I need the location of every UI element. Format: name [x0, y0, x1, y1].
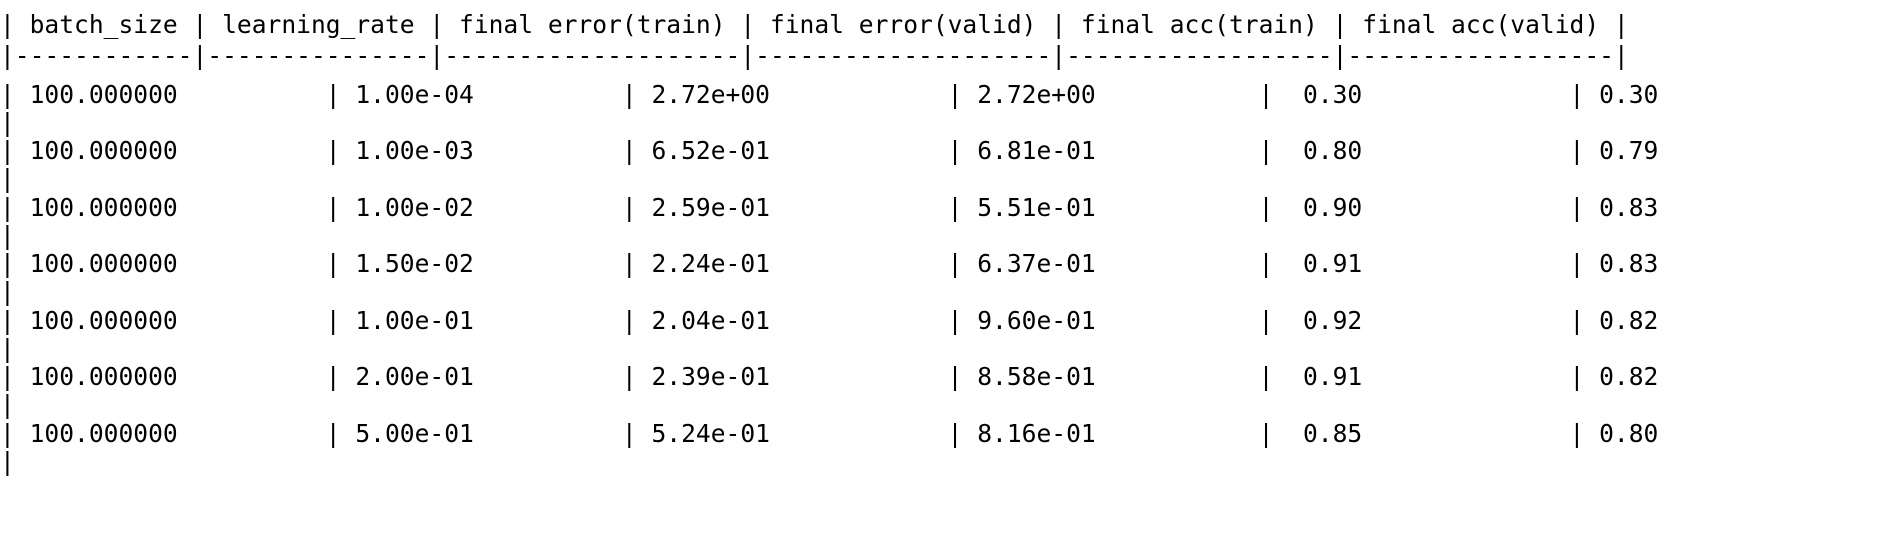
table-row: | 100.000000 | 1.00e-04 | 2.72e+00 | 2.7… — [0, 80, 1659, 109]
table-row: | 100.000000 | 1.00e-01 | 2.04e-01 | 9.6… — [0, 306, 1659, 335]
row-continuation-pipe: | — [0, 334, 15, 363]
row-continuation-pipe: | — [0, 164, 15, 193]
row-continuation-pipe: | — [0, 447, 15, 476]
row-continuation-pipe: | — [0, 390, 15, 419]
row-continuation-pipe: | — [0, 221, 15, 250]
table-row: | 100.000000 | 5.00e-01 | 5.24e-01 | 8.1… — [0, 419, 1659, 448]
table-header-line: | batch_size | learning_rate | final err… — [0, 10, 1629, 39]
table-row: | 100.000000 | 1.00e-03 | 6.52e-01 | 6.8… — [0, 136, 1659, 165]
table-row: | 100.000000 | 1.50e-02 | 2.24e-01 | 6.3… — [0, 249, 1659, 278]
table-row: | 100.000000 | 2.00e-01 | 2.39e-01 | 8.5… — [0, 362, 1659, 391]
row-continuation-pipe: | — [0, 277, 15, 306]
table-separator-line: |------------|---------------|----------… — [0, 41, 1629, 70]
table-row: | 100.000000 | 1.00e-02 | 2.59e-01 | 5.5… — [0, 193, 1659, 222]
row-continuation-pipe: | — [0, 108, 15, 137]
